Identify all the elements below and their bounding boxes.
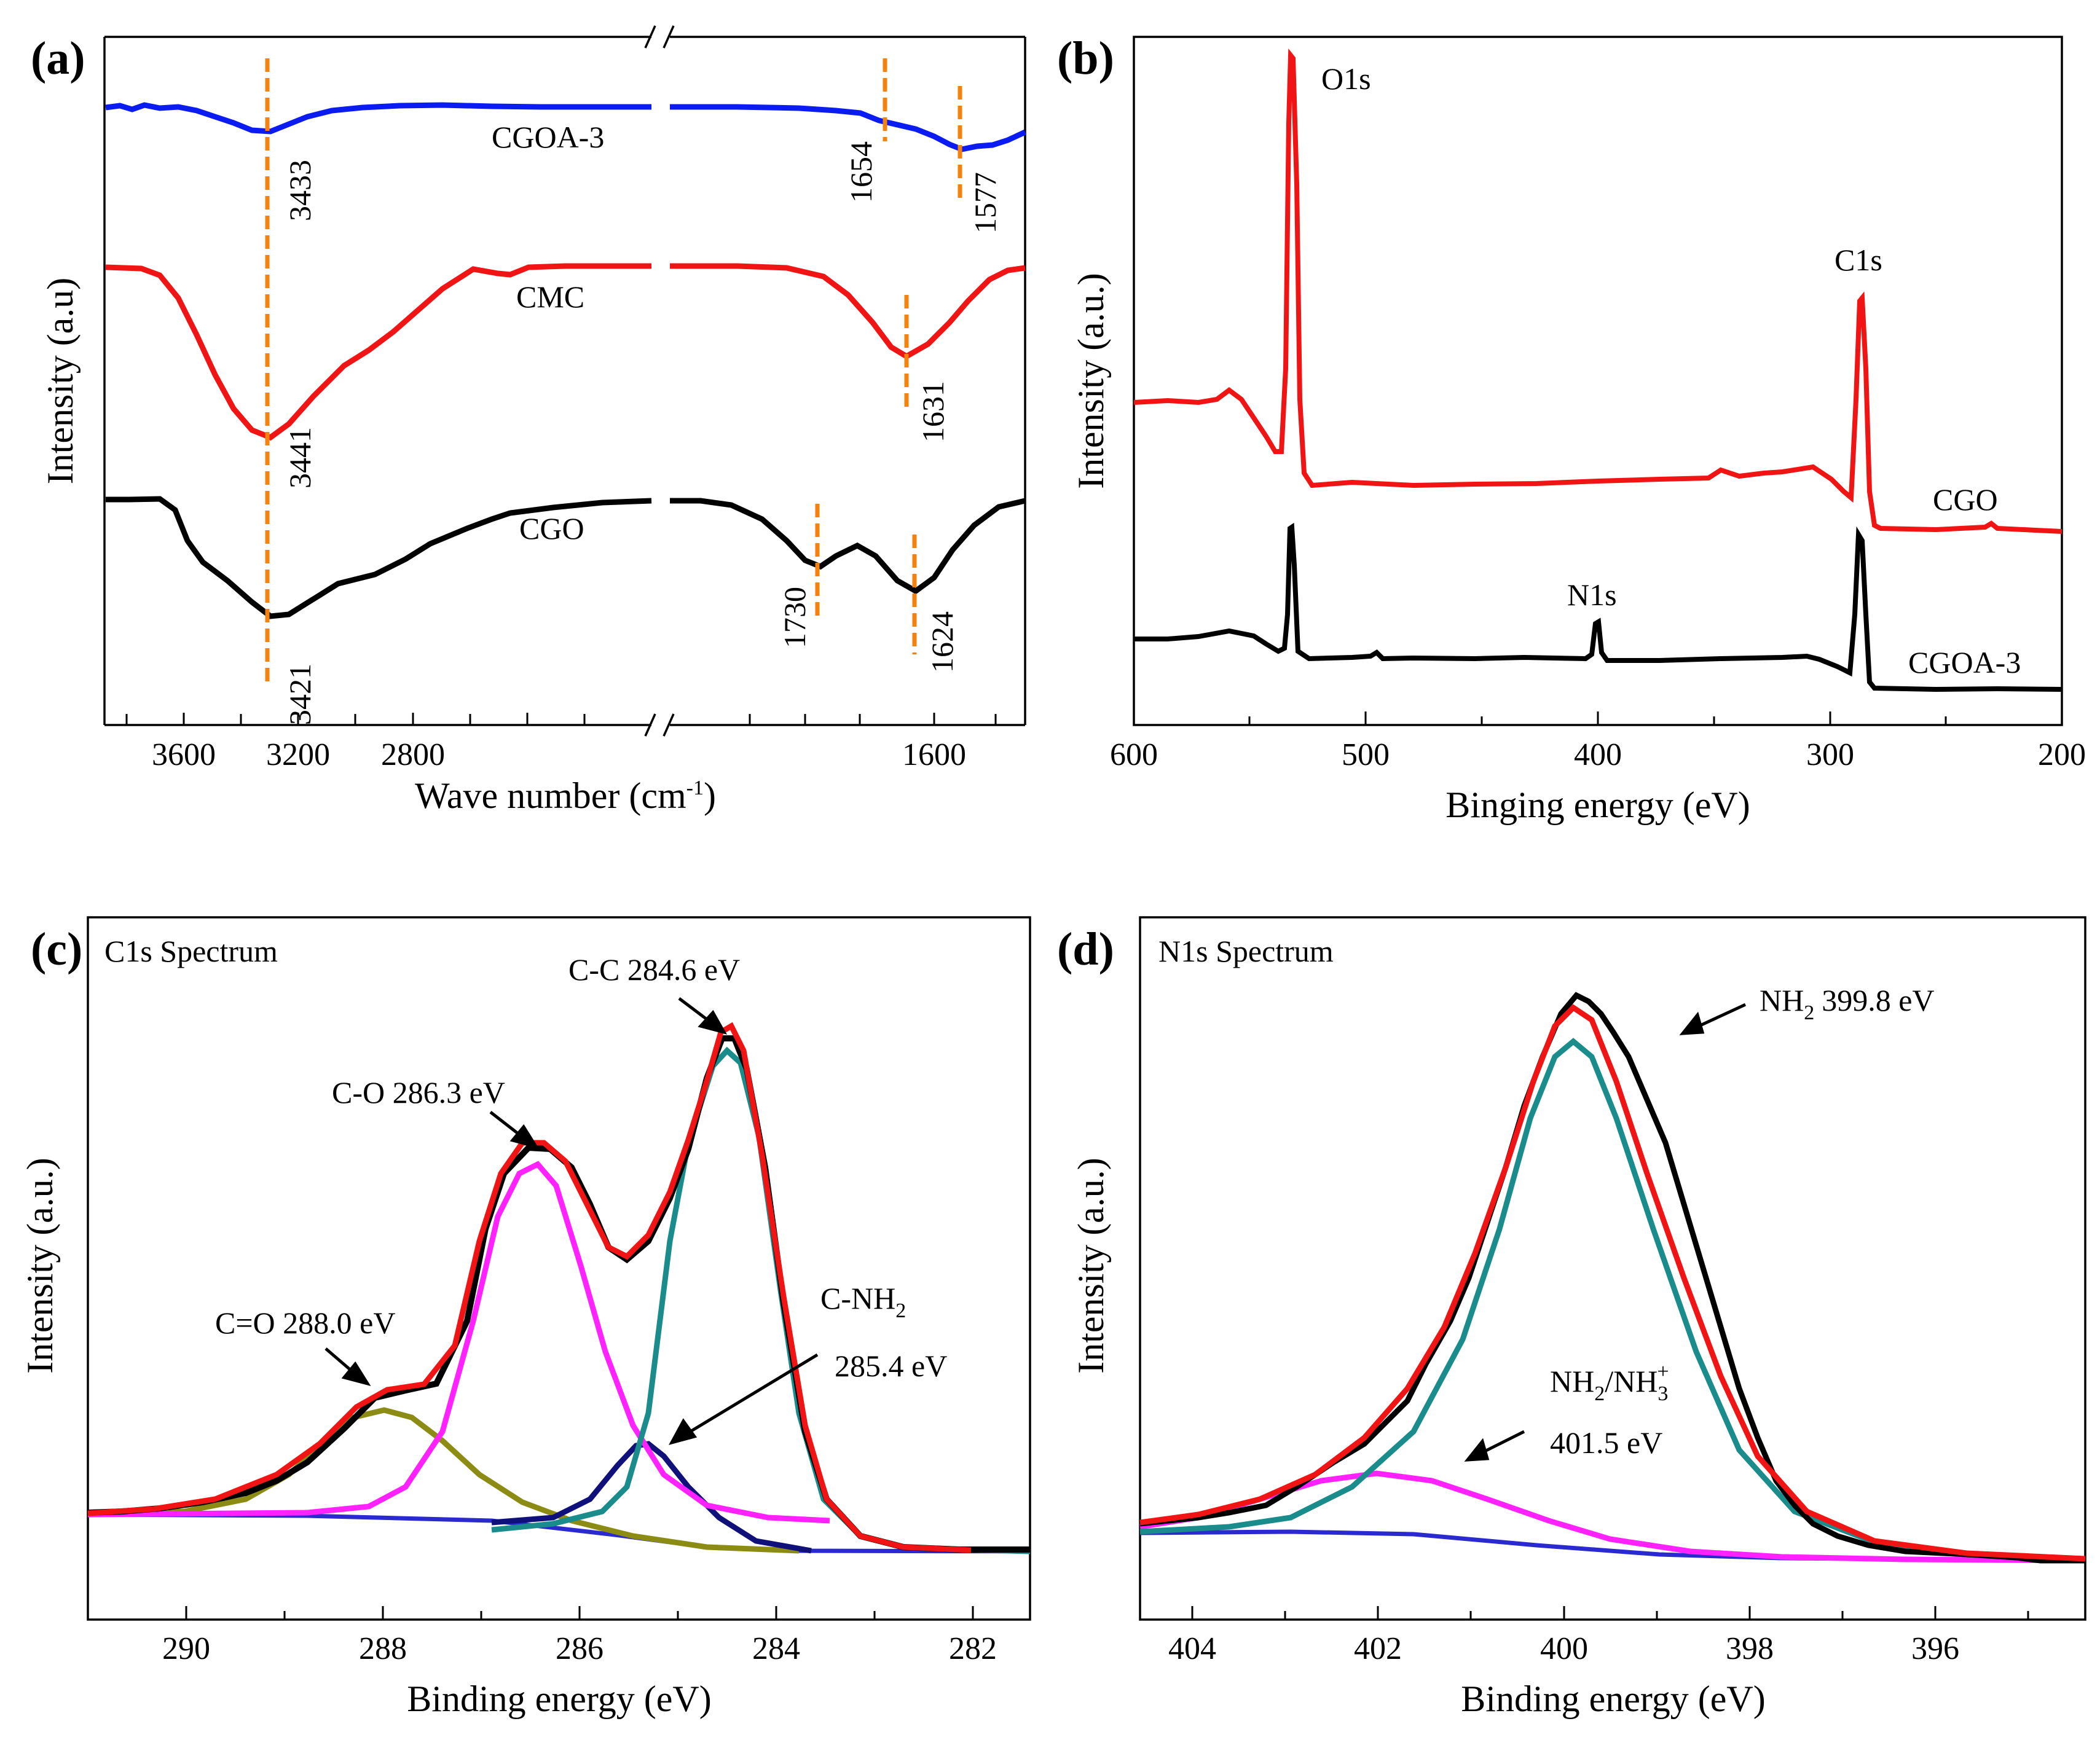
panel-b-peak-o1s: O1s — [1321, 61, 1371, 96]
panel-b-peak-n1s: N1s — [1567, 578, 1617, 612]
panel-a-series-label-cmc: CMC — [516, 280, 584, 314]
panel-c-label: (c) — [31, 923, 82, 975]
panel-b-label: (b) — [1057, 33, 1114, 84]
panel-c-title: C1s Spectrum — [104, 934, 278, 968]
panel-b-xps-survey: (b) 600 500 400 300 200 Binging energy (… — [1057, 33, 2086, 825]
peak-label-1624: 1624 — [925, 611, 959, 673]
panel-c-xtick-288: 288 — [359, 1631, 407, 1666]
panel-c-cnh2-energy: 285.4 eV — [835, 1349, 947, 1383]
panel-b-xtick-600: 600 — [1110, 737, 1158, 772]
panel-c-frame — [87, 916, 1031, 1621]
panel-c-c1s: (c) 290 288 286 284 282 Binding energy (… — [20, 916, 1031, 1719]
panel-c-co-peak — [87, 1407, 800, 1554]
panel-d-nh3-energy: 401.5 eV — [1550, 1425, 1662, 1460]
panel-c-x-ticks — [185, 1606, 974, 1620]
peak-label-1631: 1631 — [916, 381, 950, 442]
peak-label-1730: 1730 — [777, 587, 812, 648]
panel-d-title: N1s Spectrum — [1158, 934, 1334, 968]
panel-c-xtick-290: 290 — [162, 1631, 210, 1666]
panel-d-nh3-label: NH2/NH3+ — [1550, 1360, 1669, 1405]
panel-a-xtick-3200: 3200 — [266, 737, 330, 772]
panel-c-arrows — [324, 997, 819, 1445]
panel-a-cgo-curve-right — [670, 498, 1026, 595]
panel-d-frame — [1139, 916, 2086, 1621]
panel-c-cc-peak — [491, 1046, 1031, 1554]
panel-a-peak-markers — [265, 58, 962, 685]
panel-b-cgo-curve — [1133, 48, 2063, 534]
panel-b-peak-c1s: C1s — [1835, 243, 1882, 277]
panel-a-cmc-curve-left — [105, 263, 651, 441]
panel-b-xtick-300: 300 — [1806, 737, 1854, 772]
panel-a-cgoa3-curve-right — [670, 104, 1026, 152]
panel-b-xtick-200: 200 — [2038, 737, 2086, 772]
panel-a-series-label-cgoa3: CGOA-3 — [492, 120, 604, 154]
peak-label-1654: 1654 — [844, 141, 878, 203]
panel-a-xtick-2800: 2800 — [381, 737, 445, 772]
peak-label-1577: 1577 — [968, 172, 1002, 233]
panel-a-cgo-curve-left — [106, 496, 652, 619]
panel-d-xtick-404: 404 — [1168, 1631, 1216, 1666]
panel-c-ylabel: Intensity (a.u.) — [20, 1158, 60, 1374]
panel-a-x-ticks — [125, 713, 997, 725]
panel-b-xtick-500: 500 — [1342, 737, 1390, 772]
panel-a-ftir: (a) — [31, 25, 1026, 816]
panel-c-cnh2-label: C-NH2 — [820, 1281, 906, 1322]
axis-break-top — [644, 25, 675, 49]
panel-a-cmc-curve-right — [670, 263, 1026, 360]
panel-d-xtick-398: 398 — [1726, 1631, 1774, 1666]
peak-label-3433: 3433 — [283, 160, 317, 221]
panel-c-co288-label: C=O 288.0 eV — [215, 1306, 395, 1340]
panel-b-series-label-cgo: CGO — [1933, 482, 1998, 517]
panel-d-fit-curve — [1139, 1004, 2086, 1562]
panel-a-series-label-cgo: CGO — [519, 511, 584, 546]
panel-b-x-ticks — [1133, 711, 2063, 725]
panel-d-label: (d) — [1057, 923, 1114, 975]
panel-d-raw-curve — [1139, 992, 2085, 1564]
panel-c-fit-curve — [87, 1022, 972, 1553]
panel-d-ylabel: Intensity (a.u.) — [1071, 1158, 1111, 1374]
panel-c-co286-label: C-O 286.3 eV — [332, 1075, 505, 1110]
panel-c-xtick-284: 284 — [752, 1631, 800, 1666]
panel-d-n1s: (d) 404 402 400 398 396 Binding energy (… — [1057, 916, 2086, 1719]
panel-d-nh2-label: NH2 399.8 eV — [1760, 983, 1935, 1024]
panel-d-nh2-peak — [1139, 1038, 2086, 1562]
panel-c-co286-peak — [87, 1161, 830, 1524]
panel-c-xtick-282: 282 — [949, 1631, 997, 1666]
panel-d-xtick-402: 402 — [1354, 1631, 1402, 1666]
panel-d-x-ticks — [1191, 1606, 2029, 1620]
panel-b-cgoa3-curve — [1134, 522, 2063, 692]
panel-d-arrows — [1464, 1003, 1747, 1462]
panel-d-xtick-400: 400 — [1540, 1631, 1588, 1666]
peak-label-3441: 3441 — [283, 427, 317, 488]
axis-break-bottom — [644, 713, 675, 737]
peak-label-3421: 3421 — [283, 664, 317, 725]
panel-a-xlabel: Wave number (cm-1) — [415, 775, 716, 816]
panel-a-cgoa3-curve-left — [105, 102, 651, 135]
panel-b-xlabel: Binging energy (eV) — [1445, 785, 1750, 825]
panel-b-xtick-400: 400 — [1574, 737, 1622, 772]
panel-c-xtick-286: 286 — [556, 1631, 604, 1666]
panel-d-background — [1139, 1529, 2086, 1563]
panel-c-cnh2-peak — [491, 1441, 812, 1554]
panel-c-cc-label: C-C 284.6 eV — [568, 952, 740, 987]
panel-a-label: (a) — [31, 33, 85, 84]
panel-a-xtick-3600: 3600 — [152, 737, 216, 772]
panel-a-ylabel: Intensity (a.u) — [40, 278, 81, 485]
panel-d-xlabel: Binding energy (eV) — [1461, 1679, 1765, 1719]
panel-b-ylabel: Intensity (a.u.) — [1071, 273, 1111, 489]
panel-d-xtick-396: 396 — [1911, 1631, 1959, 1666]
panel-c-xlabel: Binding energy (eV) — [407, 1679, 711, 1719]
panel-b-series-label-cgoa3: CGOA-3 — [1908, 645, 2021, 680]
panel-a-xtick-1600: 1600 — [902, 737, 966, 772]
